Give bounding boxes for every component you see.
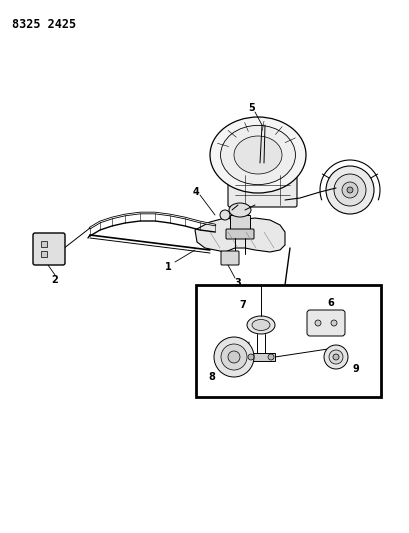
Ellipse shape — [209, 117, 305, 193]
FancyBboxPatch shape — [227, 173, 296, 207]
Circle shape — [227, 351, 239, 363]
Circle shape — [346, 187, 352, 193]
Circle shape — [341, 182, 357, 198]
Circle shape — [267, 354, 273, 360]
Bar — [196, 285, 380, 397]
Bar — [246, 353, 274, 361]
Text: 8: 8 — [208, 372, 215, 382]
Circle shape — [247, 354, 254, 360]
FancyBboxPatch shape — [225, 229, 254, 239]
Polygon shape — [195, 218, 284, 252]
Circle shape — [314, 320, 320, 326]
Circle shape — [220, 344, 246, 370]
Text: 9: 9 — [352, 364, 359, 374]
FancyBboxPatch shape — [220, 251, 238, 265]
Bar — [229, 215, 249, 233]
Circle shape — [323, 345, 347, 369]
Ellipse shape — [252, 319, 270, 330]
Circle shape — [332, 354, 338, 360]
Text: 8325 2425: 8325 2425 — [12, 18, 76, 31]
Text: 5: 5 — [248, 103, 255, 113]
Circle shape — [330, 320, 336, 326]
Text: 6: 6 — [327, 298, 334, 308]
Text: 4: 4 — [192, 187, 199, 197]
Bar — [41, 251, 47, 257]
Circle shape — [220, 210, 229, 220]
FancyBboxPatch shape — [33, 233, 65, 265]
Circle shape — [333, 174, 365, 206]
Text: 1: 1 — [164, 262, 171, 272]
Circle shape — [325, 166, 373, 214]
Ellipse shape — [234, 136, 281, 174]
Ellipse shape — [229, 203, 250, 217]
Circle shape — [213, 337, 254, 377]
Ellipse shape — [246, 316, 274, 334]
Bar — [41, 241, 47, 247]
Text: 2: 2 — [52, 275, 58, 285]
Text: 7: 7 — [239, 300, 246, 310]
Ellipse shape — [220, 125, 295, 184]
Circle shape — [328, 350, 342, 364]
FancyBboxPatch shape — [306, 310, 344, 336]
Text: 3: 3 — [234, 278, 241, 288]
